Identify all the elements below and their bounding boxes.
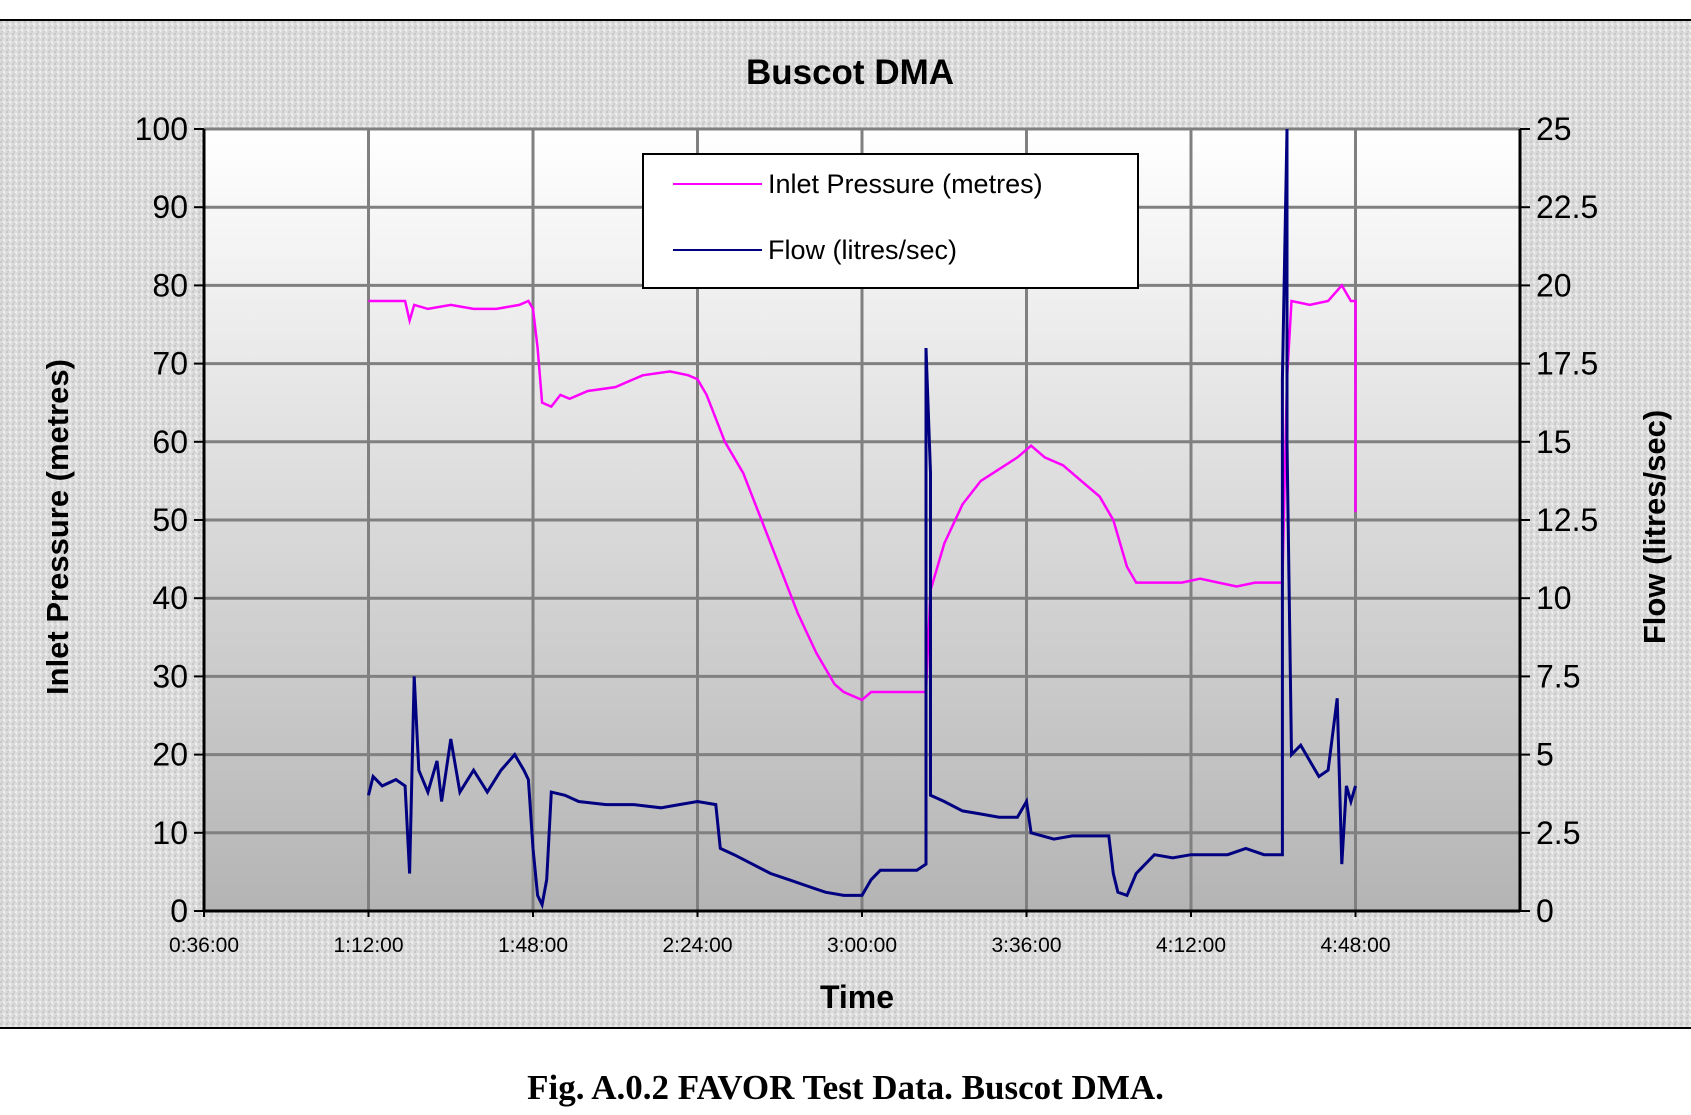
axes: 0 10 20 30 40 50 60 70 80 90 100 0 2.5 5 7.5 10 12.5 15 17… (135, 111, 1599, 957)
y-tick-label: 50 (152, 502, 188, 538)
y2-tick-label: 20 (1536, 267, 1572, 303)
y2-tick-label: 25 (1536, 111, 1572, 147)
x-axis-title: Time (820, 979, 894, 1015)
y-tick-label: 30 (152, 658, 188, 694)
y-tick-label: 10 (152, 815, 188, 851)
y2-tick-label: 0 (1536, 893, 1554, 929)
y2-tick-label: 22.5 (1536, 189, 1598, 225)
y2-tick-label: 5 (1536, 737, 1554, 773)
x-tick-label: 3:00:00 (827, 934, 897, 957)
legend-box (642, 153, 1139, 289)
chart-title: Buscot DMA (746, 53, 954, 92)
x-tick-label: 4:12:00 (1156, 934, 1226, 957)
y-tick-label: 0 (170, 893, 188, 929)
legend: Inlet Pressure (metres) Flow (litres/sec… (642, 153, 1139, 289)
y-tick-label: 80 (152, 267, 188, 303)
y-tick-label: 100 (135, 111, 188, 147)
figure-caption: Fig. A.0.2 FAVOR Test Data. Buscot DMA. (527, 1068, 1164, 1107)
x-tick-label: 1:48:00 (498, 934, 568, 957)
y-tick-label: 70 (152, 346, 188, 382)
x-tick-label: 4:48:00 (1320, 934, 1390, 957)
y2-tick-label: 12.5 (1536, 502, 1598, 538)
x-tick-label: 3:36:00 (991, 934, 1061, 957)
x-tick-label: 2:24:00 (662, 934, 732, 957)
legend-label-pressure: Inlet Pressure (metres) (768, 169, 1043, 199)
y-tick-label: 60 (152, 424, 188, 460)
series-line-flow (367, 128, 1357, 910)
y2-axis-title: Flow (litres/sec) (1637, 410, 1672, 644)
x-tick-label: 1:12:00 (333, 934, 403, 957)
y2-tick-label: 15 (1536, 424, 1572, 460)
legend-label-flow: Flow (litres/sec) (768, 235, 957, 265)
y2-tick-label: 10 (1536, 580, 1572, 616)
chart-panel: 0 10 20 30 40 50 60 70 80 90 100 0 2.5 5 7.5 10 12.5 15 17… (0, 19, 1691, 1029)
series-line-inlet-pressure (368, 283, 1357, 702)
y-axis-title: Inlet Pressure (metres) (40, 359, 75, 695)
y-tick-label: 90 (152, 189, 188, 225)
y2-tick-label: 2.5 (1536, 815, 1580, 851)
y-tick-label: 20 (152, 737, 188, 773)
y2-tick-label: 17.5 (1536, 346, 1598, 382)
y-tick-label: 40 (152, 580, 188, 616)
series-layer (367, 128, 1357, 910)
x-tick-label: 0:36:00 (169, 934, 239, 957)
chart-svg: 0 10 20 30 40 50 60 70 80 90 100 0 2.5 5 7.5 10 12.5 15 17… (0, 21, 1691, 1027)
y2-tick-label: 7.5 (1536, 658, 1580, 694)
